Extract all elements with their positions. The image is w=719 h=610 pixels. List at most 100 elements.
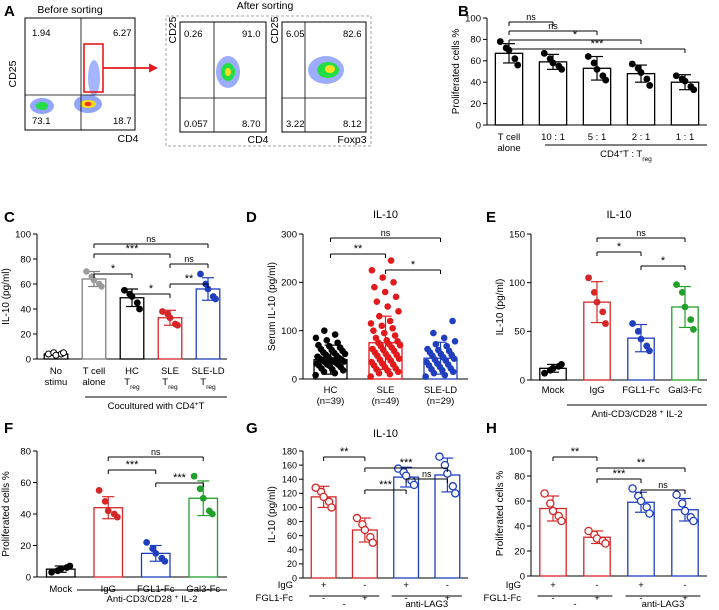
y-axis-label: IL-10 (pg/ml) xyxy=(1,268,12,325)
y-tick-label: 20 xyxy=(470,99,481,110)
x-tick-label: alone xyxy=(497,143,520,154)
flow-xlabel: CD4 xyxy=(117,133,138,145)
data-point xyxy=(678,289,686,296)
row-symbol: - xyxy=(551,593,554,604)
group-label: anti-LAG3 xyxy=(642,599,685,610)
data-point xyxy=(585,274,592,282)
y-tick-label: 0 xyxy=(292,573,297,583)
significance-label: ns xyxy=(151,447,161,457)
x-tick-label: SLE xyxy=(377,385,395,396)
data-point xyxy=(371,283,378,291)
data-point xyxy=(540,49,548,57)
data-point xyxy=(378,322,386,330)
y-tick-label: 100 xyxy=(15,229,31,240)
y-tick-label: 0 xyxy=(292,374,297,385)
significance-label: ns xyxy=(526,12,536,22)
data-point xyxy=(443,342,450,350)
data-point xyxy=(314,353,321,361)
y-tick-label: 40 xyxy=(20,304,31,315)
data-point xyxy=(321,327,328,334)
y-tick-label: 100 xyxy=(282,503,297,513)
group-label: Cocultured with CD4+T xyxy=(108,401,205,413)
bar xyxy=(81,278,107,360)
row-label: IgG xyxy=(506,580,521,591)
data-point xyxy=(593,298,601,306)
row-symbol: - xyxy=(405,593,408,604)
significance-label: *** xyxy=(400,457,414,469)
data-point xyxy=(66,562,74,570)
data-point xyxy=(373,298,381,305)
y-tick-label: 60 xyxy=(20,279,31,290)
data-point xyxy=(212,295,219,303)
row-symbol: - xyxy=(322,593,325,604)
data-point xyxy=(646,82,654,89)
data-point xyxy=(133,299,141,307)
data-point xyxy=(386,317,394,325)
y-tick-label: 100 xyxy=(509,446,525,457)
data-point xyxy=(199,494,207,502)
data-point xyxy=(602,320,609,327)
significance-label: * xyxy=(411,259,416,271)
significance-label: ns xyxy=(146,234,156,244)
y-tick-label: 100 xyxy=(281,326,297,337)
data-point xyxy=(681,77,689,85)
data-point xyxy=(369,345,376,353)
data-point xyxy=(143,538,151,546)
y-tick-label: 140 xyxy=(282,475,297,485)
significance-label: *** xyxy=(126,459,140,471)
y-tick-label: 40 xyxy=(470,78,481,89)
row-symbol: + xyxy=(550,580,556,591)
gate-arrow xyxy=(103,63,158,73)
y-tick-label: 100 xyxy=(465,13,481,24)
data-point xyxy=(121,286,128,294)
x-tick-label: T cell xyxy=(498,132,521,143)
quadrant-value: 0.26 xyxy=(184,29,203,40)
quadrant-value: 18.7 xyxy=(113,116,132,127)
data-point xyxy=(392,293,400,301)
significance-label: ns xyxy=(636,228,646,238)
x-tick-label: Treg xyxy=(124,377,140,391)
data-point xyxy=(379,274,387,281)
data-point xyxy=(689,516,698,526)
data-point xyxy=(590,289,598,296)
x-tick-label: T cell xyxy=(83,366,106,377)
y-tick-label: 200 xyxy=(281,278,297,289)
data-point xyxy=(511,55,519,63)
y-axis-label: Proliferated cells % xyxy=(1,471,12,557)
data-point xyxy=(196,485,204,493)
data-point xyxy=(440,334,448,342)
data-point xyxy=(325,342,333,350)
data-point xyxy=(395,308,402,315)
data-point xyxy=(514,61,522,69)
data-point xyxy=(634,327,642,335)
data-point xyxy=(190,472,198,480)
data-point xyxy=(367,320,375,327)
x-tick-label: IgG xyxy=(589,385,604,396)
data-point xyxy=(448,482,458,491)
y-tick-label: 160 xyxy=(282,460,297,470)
data-point xyxy=(629,320,636,327)
quadrant-value: 0.057 xyxy=(184,119,208,130)
y-tick-label: 120 xyxy=(282,489,297,499)
significance-label: * xyxy=(111,263,116,275)
data-point xyxy=(166,314,174,322)
y-tick-label: 300 xyxy=(281,229,297,240)
data-point xyxy=(98,283,105,290)
data-point xyxy=(331,331,339,338)
x-tick-label: (n=39) xyxy=(317,396,345,407)
significance-label: ns xyxy=(381,228,391,238)
significance-label: ** xyxy=(354,243,363,255)
x-tick-label: Mock xyxy=(49,584,72,595)
chart-title: IL-10 xyxy=(373,209,398,221)
quadrant-value: 8.12 xyxy=(343,119,362,130)
data-point xyxy=(599,308,607,316)
x-tick-label: HC xyxy=(324,385,338,396)
x-tick-label: Treg xyxy=(200,377,216,391)
row-label: FGL1-Fc xyxy=(484,593,522,604)
x-tick-label: Gal3-Fc xyxy=(668,385,702,396)
row-symbol: + xyxy=(362,593,368,604)
panel-a: A Before sorting After sorting 1.94 6.27… xyxy=(4,0,372,147)
row-symbol: + xyxy=(445,593,451,604)
